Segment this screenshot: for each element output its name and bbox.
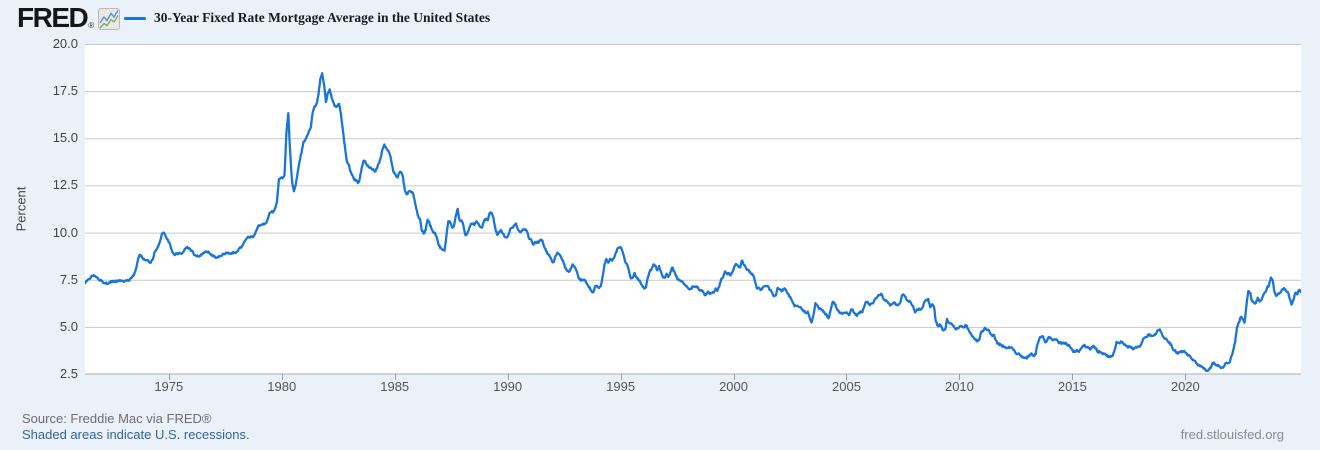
mortgage-rate-line [85,72,1301,373]
x-axis-tick-label: 2020 [1170,379,1200,394]
x-axis-tick-label: 1980 [267,379,297,394]
x-axis-tick-label: 2005 [832,379,861,394]
fred-logo: FRED ® [17,2,121,35]
y-axis-tick-label: 12.5 [52,177,78,193]
x-axis-tick-label: 2010 [944,379,974,394]
source-note: Source: Freddie Mac via FRED® [22,411,212,426]
chart-legend: 30-Year Fixed Rate Mortgage Average in t… [124,10,490,26]
y-axis-tick-label: 7.5 [59,271,78,287]
recession-note: Shaded areas indicate U.S. recessions. [22,427,250,442]
chart-title: 30-Year Fixed Rate Mortgage Average in t… [154,10,491,25]
y-axis-tick-label: 10.0 [52,224,78,240]
y-axis-tick-label: 2.5 [59,366,78,381]
legend-line-swatch [124,16,146,20]
sparkline-icon [98,8,121,35]
x-axis-tick-label: 2000 [719,379,748,394]
x-axis-tick-label: 1990 [493,379,523,394]
fred-logo-text: FRED [17,2,89,33]
y-axis-title: Percent [13,186,29,232]
x-axis-tick-label: 1985 [380,379,410,394]
y-axis-tick-label: 20.0 [52,36,78,51]
x-axis-tick-label: 2015 [1057,379,1087,394]
plot-background [85,44,1301,374]
plot-area [85,44,1301,380]
x-axis-tick-label: 1995 [606,379,636,394]
y-axis-tick-label: 15.0 [52,130,78,146]
x-axis-tick-label: 1975 [154,379,184,394]
y-axis-tick-label: 17.5 [52,83,78,99]
site-url: fred.stlouisfed.org [1180,427,1284,442]
y-axis-tick-label: 5.0 [59,318,78,334]
registered-trademark-icon: ® [88,21,95,30]
